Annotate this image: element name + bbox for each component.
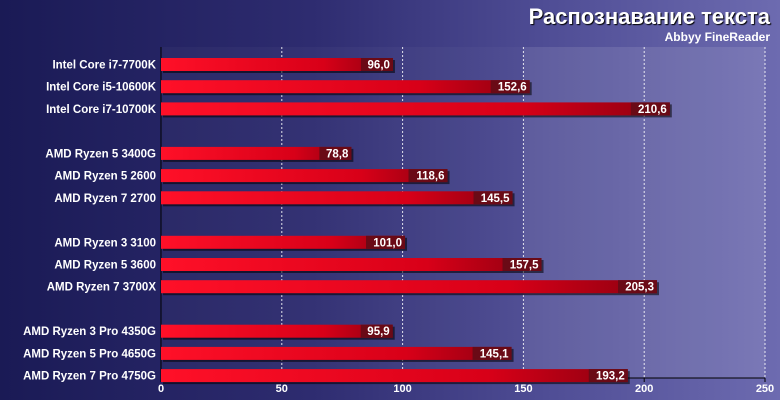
bar bbox=[161, 58, 393, 71]
value-label: 95,9 bbox=[367, 326, 389, 338]
category-label: AMD Ryzen 7 2700 bbox=[54, 193, 156, 205]
value-label: 210,6 bbox=[638, 104, 667, 116]
value-label: 157,5 bbox=[510, 260, 539, 272]
value-label: 96,0 bbox=[368, 60, 390, 72]
value-label: 193,2 bbox=[596, 371, 625, 383]
category-label: AMD Ryzen 5 Pro 4650G bbox=[23, 348, 156, 360]
chart-subtitle: Abbyy FineReader bbox=[664, 30, 770, 44]
value-label-box bbox=[490, 80, 530, 94]
value-label-box bbox=[588, 369, 628, 383]
bar bbox=[161, 369, 628, 383]
chart-title: Распознавание текста bbox=[528, 4, 770, 29]
category-label: AMD Ryzen 5 3400G bbox=[45, 148, 156, 160]
value-label: 78,8 bbox=[326, 148, 349, 160]
category-label: Intel Core i7-7700K bbox=[52, 60, 156, 72]
value-label: 101,0 bbox=[373, 237, 402, 249]
value-label-box bbox=[473, 191, 513, 205]
category-label: AMD Ryzen 3 3100 bbox=[54, 237, 156, 249]
x-tick-label: 150 bbox=[514, 383, 532, 395]
bar bbox=[161, 346, 512, 360]
value-label-box bbox=[630, 102, 670, 116]
category-label: AMD Ryzen 3 Pro 4350G bbox=[23, 326, 156, 338]
value-label: 118,6 bbox=[416, 171, 444, 183]
bar bbox=[161, 235, 406, 249]
value-label-box bbox=[472, 346, 512, 360]
x-tick-label: 200 bbox=[635, 383, 653, 395]
category-label: AMD Ryzen 5 2600 bbox=[54, 171, 156, 183]
value-label-box bbox=[366, 235, 406, 249]
x-tick-label: 0 bbox=[158, 383, 164, 395]
value-label-box bbox=[319, 146, 352, 160]
category-label: Intel Core i5-10600K bbox=[46, 82, 157, 94]
x-tick-label: 250 bbox=[756, 383, 774, 395]
bar bbox=[161, 258, 542, 271]
category-label: AMD Ryzen 5 3600 bbox=[54, 260, 156, 272]
value-label-box bbox=[502, 258, 542, 271]
category-label: AMD Ryzen 7 Pro 4750G bbox=[23, 371, 156, 383]
value-label: 205,3 bbox=[625, 282, 654, 294]
bar bbox=[161, 169, 448, 183]
value-label: 152,6 bbox=[498, 82, 527, 94]
bar bbox=[161, 324, 393, 338]
bar bbox=[161, 80, 530, 94]
value-label-box bbox=[408, 169, 448, 183]
value-label-box bbox=[618, 280, 658, 294]
value-label-box bbox=[360, 58, 393, 71]
value-label: 145,1 bbox=[480, 348, 509, 360]
category-label: Intel Core i7-10700K bbox=[46, 104, 157, 116]
category-label: AMD Ryzen 7 3700X bbox=[47, 282, 157, 294]
bar bbox=[161, 191, 513, 205]
bar bbox=[161, 146, 352, 160]
x-tick-label: 50 bbox=[276, 383, 288, 395]
value-label-box bbox=[360, 324, 393, 338]
bar bbox=[161, 280, 658, 294]
x-tick-label: 100 bbox=[393, 383, 411, 395]
bar bbox=[161, 102, 670, 116]
value-label: 145,5 bbox=[481, 193, 510, 205]
